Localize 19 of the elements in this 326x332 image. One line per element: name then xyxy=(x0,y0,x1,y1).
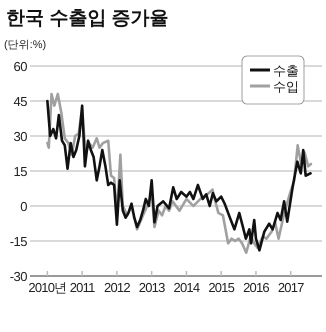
chart-subtitle: (단위:%) xyxy=(4,39,46,51)
legend-label: 수출 xyxy=(273,63,299,78)
x-tick-label: 2017 xyxy=(278,280,304,295)
x-tick-label: 2016 xyxy=(243,280,270,295)
y-tick-label: 30 xyxy=(14,129,28,144)
x-tick-label: 2010년 xyxy=(28,280,66,295)
x-tick-label: 2015 xyxy=(208,280,235,295)
x-tick-label: 2011 xyxy=(70,280,96,295)
y-tick-label: 60 xyxy=(14,59,28,74)
x-tick-label: 2012 xyxy=(104,280,130,295)
y-tick-label: 0 xyxy=(20,199,28,214)
y-tick-label: -30 xyxy=(10,269,28,284)
chart-title: 한국 수출입 증가율 xyxy=(6,8,169,29)
x-tick-label: 2014 xyxy=(174,280,200,295)
x-tick-label: 2013 xyxy=(138,280,166,295)
y-tick-label: -15 xyxy=(10,234,28,249)
y-tick-label: 15 xyxy=(14,164,28,179)
y-tick-label: 45 xyxy=(14,94,28,109)
legend-label: 수입 xyxy=(273,79,299,94)
